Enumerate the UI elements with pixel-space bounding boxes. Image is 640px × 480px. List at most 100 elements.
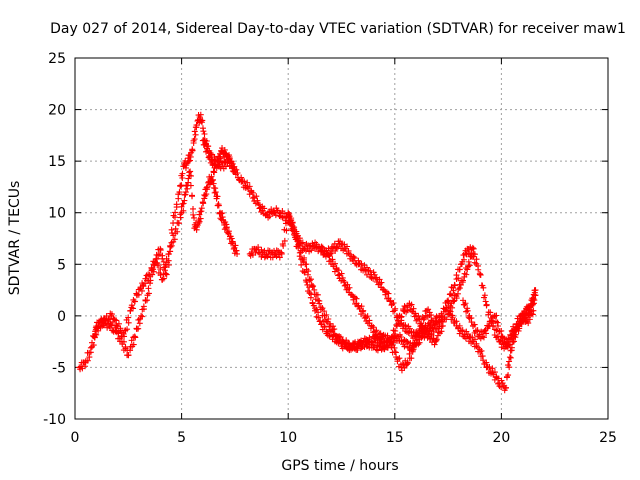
data-point xyxy=(211,189,218,196)
data-point xyxy=(332,247,339,254)
data-point xyxy=(305,268,312,275)
data-point xyxy=(438,328,445,335)
data-point xyxy=(286,219,293,226)
data-point xyxy=(390,299,397,306)
data-point xyxy=(232,242,239,249)
data-point xyxy=(321,324,328,331)
x-tick-label: 5 xyxy=(177,430,186,446)
data-point xyxy=(483,330,490,337)
data-point xyxy=(178,203,185,210)
data-point xyxy=(261,205,268,212)
data-point xyxy=(336,335,343,342)
data-point xyxy=(100,322,107,329)
data-point xyxy=(463,271,470,278)
data-point xyxy=(190,211,197,218)
data-point xyxy=(393,323,400,330)
data-point xyxy=(228,160,235,167)
data-point xyxy=(193,223,200,230)
x-tick-label: 25 xyxy=(599,430,617,446)
data-point xyxy=(481,292,488,299)
data-point xyxy=(150,266,157,273)
data-point xyxy=(199,125,206,132)
data-point xyxy=(147,273,154,280)
y-tick-label: 20 xyxy=(48,103,66,119)
data-point xyxy=(272,212,279,219)
data-point xyxy=(300,258,307,265)
data-point xyxy=(296,249,303,256)
data-point xyxy=(449,314,456,321)
data-point xyxy=(308,247,315,254)
data-point xyxy=(512,324,519,331)
data-point xyxy=(390,335,397,342)
data-point xyxy=(190,205,197,212)
x-tick-label: 20 xyxy=(492,430,510,446)
data-point xyxy=(130,341,137,348)
y-tick-label: 10 xyxy=(48,206,66,222)
data-point xyxy=(388,334,395,341)
data-point xyxy=(186,157,193,164)
data-point xyxy=(404,338,411,345)
data-point xyxy=(223,224,230,231)
data-point xyxy=(453,272,460,279)
data-point xyxy=(367,267,374,274)
data-point xyxy=(160,271,167,278)
data-point xyxy=(398,317,405,324)
data-point xyxy=(526,316,533,323)
data-point xyxy=(392,349,399,356)
data-point xyxy=(404,307,411,314)
data-point xyxy=(299,239,306,246)
data-point xyxy=(234,170,241,177)
data-point xyxy=(505,372,512,379)
data-point xyxy=(506,364,513,371)
data-point xyxy=(224,159,231,166)
data-point xyxy=(258,246,265,253)
data-point xyxy=(130,305,137,312)
data-point xyxy=(258,253,265,260)
data-point xyxy=(465,258,472,265)
x-tick-label: 0 xyxy=(71,430,80,446)
data-point xyxy=(145,290,152,297)
data-point xyxy=(186,169,193,176)
data-point xyxy=(301,269,308,276)
data-point xyxy=(406,325,413,332)
data-point xyxy=(189,193,196,200)
data-point xyxy=(201,195,208,202)
data-point xyxy=(463,308,470,315)
x-tick-label: 15 xyxy=(386,430,404,446)
data-point xyxy=(253,193,260,200)
data-point xyxy=(482,298,489,305)
data-point xyxy=(276,254,283,261)
y-axis-label: SDTVAR / TECUs xyxy=(7,181,23,296)
data-point xyxy=(477,272,484,279)
data-point xyxy=(425,306,432,313)
data-point xyxy=(172,225,179,232)
data-point xyxy=(222,224,229,231)
data-point xyxy=(138,287,145,294)
data-point xyxy=(197,215,204,222)
y-tick-label: 0 xyxy=(57,309,66,325)
data-point xyxy=(308,276,315,283)
data-point xyxy=(317,318,324,325)
data-point xyxy=(314,291,321,298)
data-point xyxy=(338,270,345,277)
data-point xyxy=(402,322,409,329)
data-point xyxy=(335,272,342,279)
data-point xyxy=(256,201,263,208)
data-point xyxy=(521,312,528,319)
data-point xyxy=(370,324,377,331)
data-point xyxy=(455,275,462,282)
data-point xyxy=(180,207,187,214)
data-point xyxy=(325,316,332,323)
data-point xyxy=(516,320,523,327)
data-point xyxy=(346,284,353,291)
data-point xyxy=(246,183,253,190)
data-point xyxy=(195,220,202,227)
data-point xyxy=(135,325,142,332)
y-tick-label: -5 xyxy=(52,360,66,376)
data-point xyxy=(487,309,494,316)
data-point xyxy=(419,328,426,335)
data-point xyxy=(464,307,471,314)
data-point xyxy=(439,313,446,320)
data-point xyxy=(410,346,417,353)
